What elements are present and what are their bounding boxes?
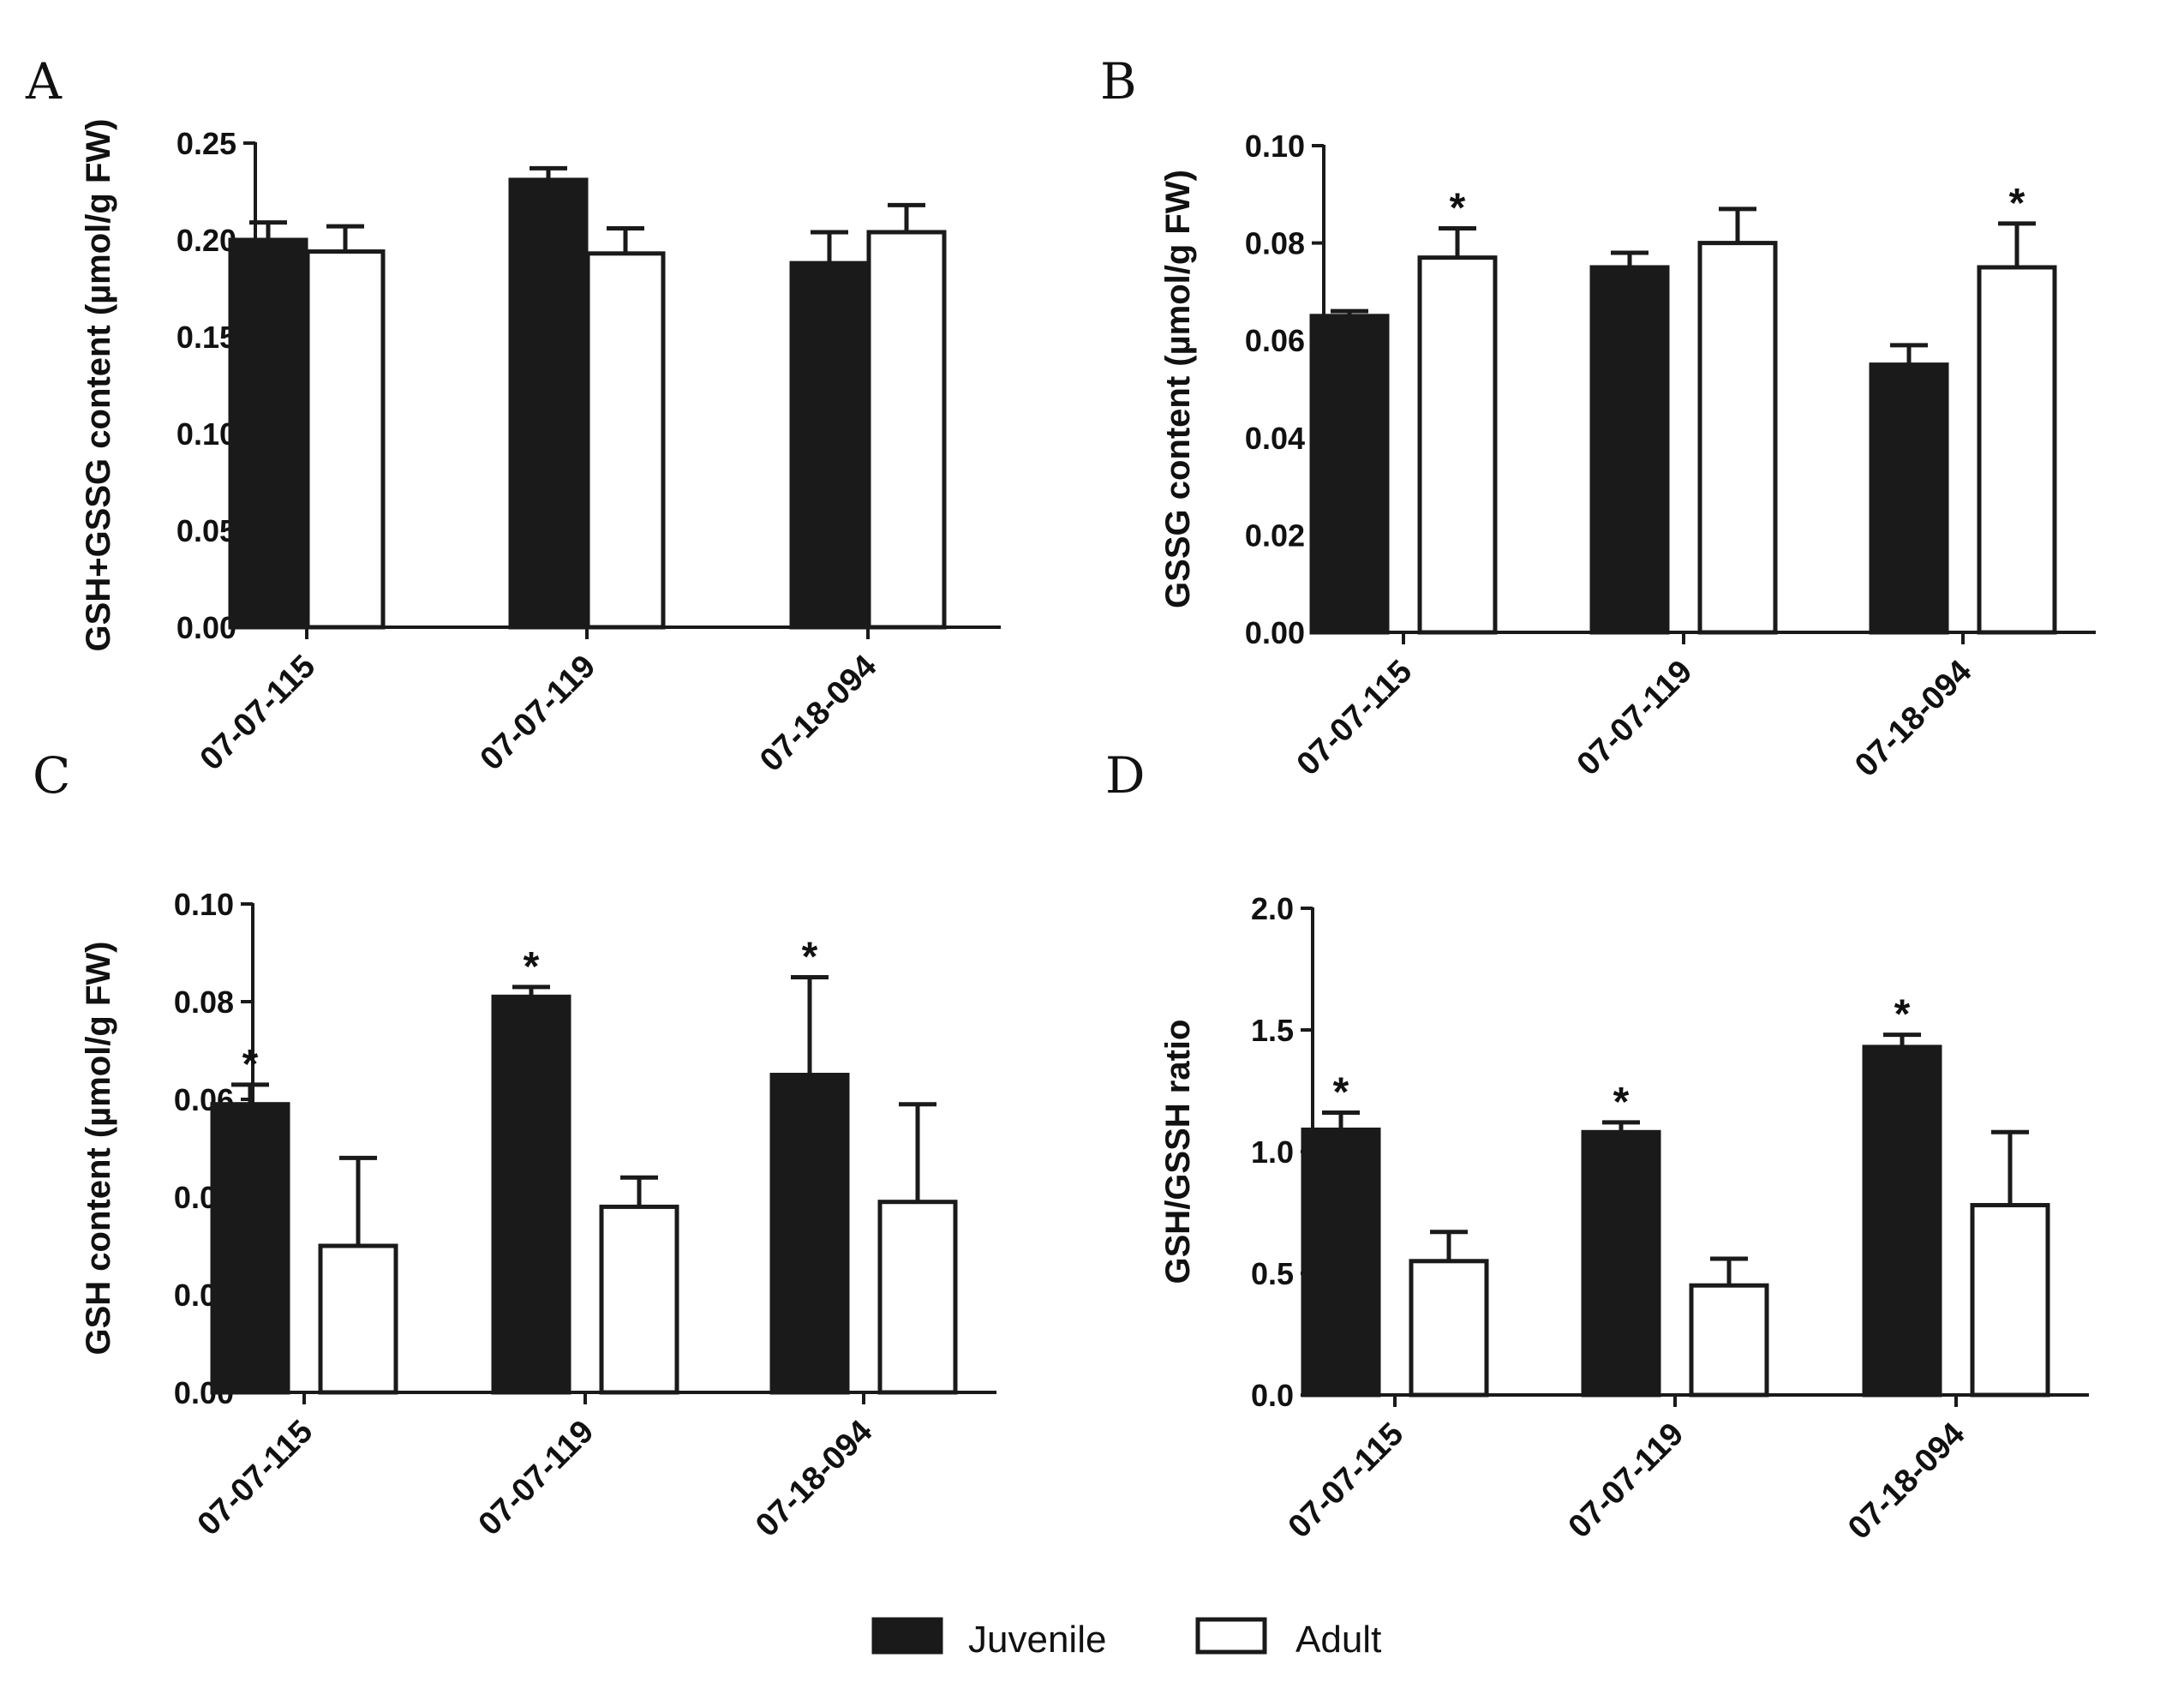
y-tick-label: 0.20 [177, 223, 236, 258]
y-tick-label: 0.0 [1251, 1378, 1294, 1413]
y-tick-label: 0.08 [1245, 226, 1305, 261]
x-tick-label: 07-18-094 [1841, 1416, 1972, 1547]
y-tick-label: 0.5 [1251, 1256, 1294, 1291]
chart-panel-d: D 0.0 0.5 1.0 1.5 2.0 GSH/GSSH ratio 07-07-115 0… [1105, 746, 2089, 1547]
y-tick-label: 0.10 [174, 887, 234, 922]
bar-juvenile [1862, 1045, 1942, 1398]
significance-marker: * [1894, 992, 1911, 1038]
x-tick-label: 07-07-119 [472, 1414, 601, 1543]
bar-juvenile [491, 994, 571, 1395]
y-tick-label: 0.05 [177, 513, 236, 548]
bar-adult [1977, 265, 2057, 635]
y-tick-label: 0.02 [1245, 518, 1305, 553]
x-tick-label: 07-07-115 [1282, 1416, 1411, 1546]
bar-adult [585, 251, 666, 630]
x-tick-label: 07-18-094 [753, 649, 883, 779]
y-tick-label: 1.5 [1251, 1013, 1294, 1048]
bar-adult [877, 1200, 958, 1395]
significance-marker: * [1333, 1070, 1349, 1116]
bar-juvenile [1869, 362, 1949, 635]
bar-adult [1697, 241, 1778, 635]
x-tick-label: 07-07-115 [191, 1414, 320, 1543]
y-tick-label: 0.10 [1245, 129, 1305, 164]
bar-juvenile [228, 237, 308, 630]
chart-panel-b: B 0.00 0.02 0.04 0.06 0.08 0.10 GSSG content (µ… [1100, 52, 2096, 784]
panel-label-a: A [25, 52, 63, 111]
legend-label-juvenile: Juvenile [968, 1619, 1106, 1661]
y-tick-label: 0.25 [177, 126, 236, 161]
y-tick-label: 1.0 [1251, 1134, 1294, 1170]
y-tick-label: 0.15 [177, 320, 236, 355]
y-tick-label: 0.08 [174, 985, 234, 1020]
x-tick-label: 07-07-115 [1290, 654, 1420, 783]
y-tick-label: 0.00 [177, 610, 236, 645]
bar-juvenile [769, 1073, 850, 1395]
significance-marker: * [242, 1042, 259, 1087]
significance-marker: * [1613, 1080, 1630, 1125]
bar-adult [599, 1204, 679, 1395]
legend-label-adult: Adult [1295, 1619, 1381, 1661]
bar-adult [866, 230, 947, 630]
bar-juvenile [789, 260, 870, 630]
x-tick-label: 07-07-119 [474, 649, 603, 778]
significance-marker: * [802, 935, 818, 980]
y-axis-title: GSSG content (µmol/g FW) [1159, 170, 1197, 608]
y-axis-title: GSH/GSSH ratio [1159, 1020, 1197, 1284]
x-tick-label: 07-07-119 [1562, 1416, 1691, 1546]
y-tick-label: 0.10 [177, 416, 236, 452]
bar-juvenile [1309, 314, 1390, 635]
x-tick-label: 07-18-094 [749, 1414, 879, 1544]
legend-swatch-juvenile [871, 1617, 943, 1655]
y-tick-label: 0.06 [1245, 323, 1305, 358]
x-tick-label: 07-07-119 [1571, 654, 1700, 783]
bar-adult [1409, 1259, 1489, 1398]
bar-adult [305, 249, 386, 630]
x-tick-label: 07-07-115 [194, 649, 323, 778]
legend: Juvenile Adult [871, 1617, 1381, 1661]
bar-juvenile [508, 177, 589, 630]
chart-panel-a: A 0.00 0.05 0.10 0.15 0.20 0.25 GSH+GSSG conten… [25, 52, 1001, 779]
y-axis-title: GSH content (µmol/g FW) [80, 942, 117, 1356]
significance-marker: * [524, 944, 540, 990]
bar-adult [318, 1243, 398, 1395]
panel-label-c: C [33, 746, 70, 805]
x-tick-label: 07-18-094 [1848, 654, 1978, 784]
significance-marker: * [2009, 181, 2025, 226]
y-tick-label: 2.0 [1251, 891, 1294, 926]
bar-adult [1970, 1202, 2050, 1398]
significance-marker: * [1450, 186, 1466, 231]
bar-juvenile [210, 1102, 290, 1395]
legend-swatch-adult [1195, 1617, 1267, 1655]
bar-juvenile [1581, 1129, 1661, 1398]
panel-label-d: D [1105, 746, 1146, 805]
bar-juvenile [1589, 265, 1670, 635]
bar-adult [1417, 255, 1498, 635]
y-tick-label: 0.00 [1245, 615, 1305, 650]
y-axis-title: GSH+GSSG content (µmol/g FW) [80, 119, 117, 652]
y-tick-label: 0.04 [1245, 421, 1305, 456]
panel-label-b: B [1100, 52, 1137, 111]
bar-juvenile [1301, 1127, 1381, 1398]
bar-adult [1689, 1283, 1769, 1398]
